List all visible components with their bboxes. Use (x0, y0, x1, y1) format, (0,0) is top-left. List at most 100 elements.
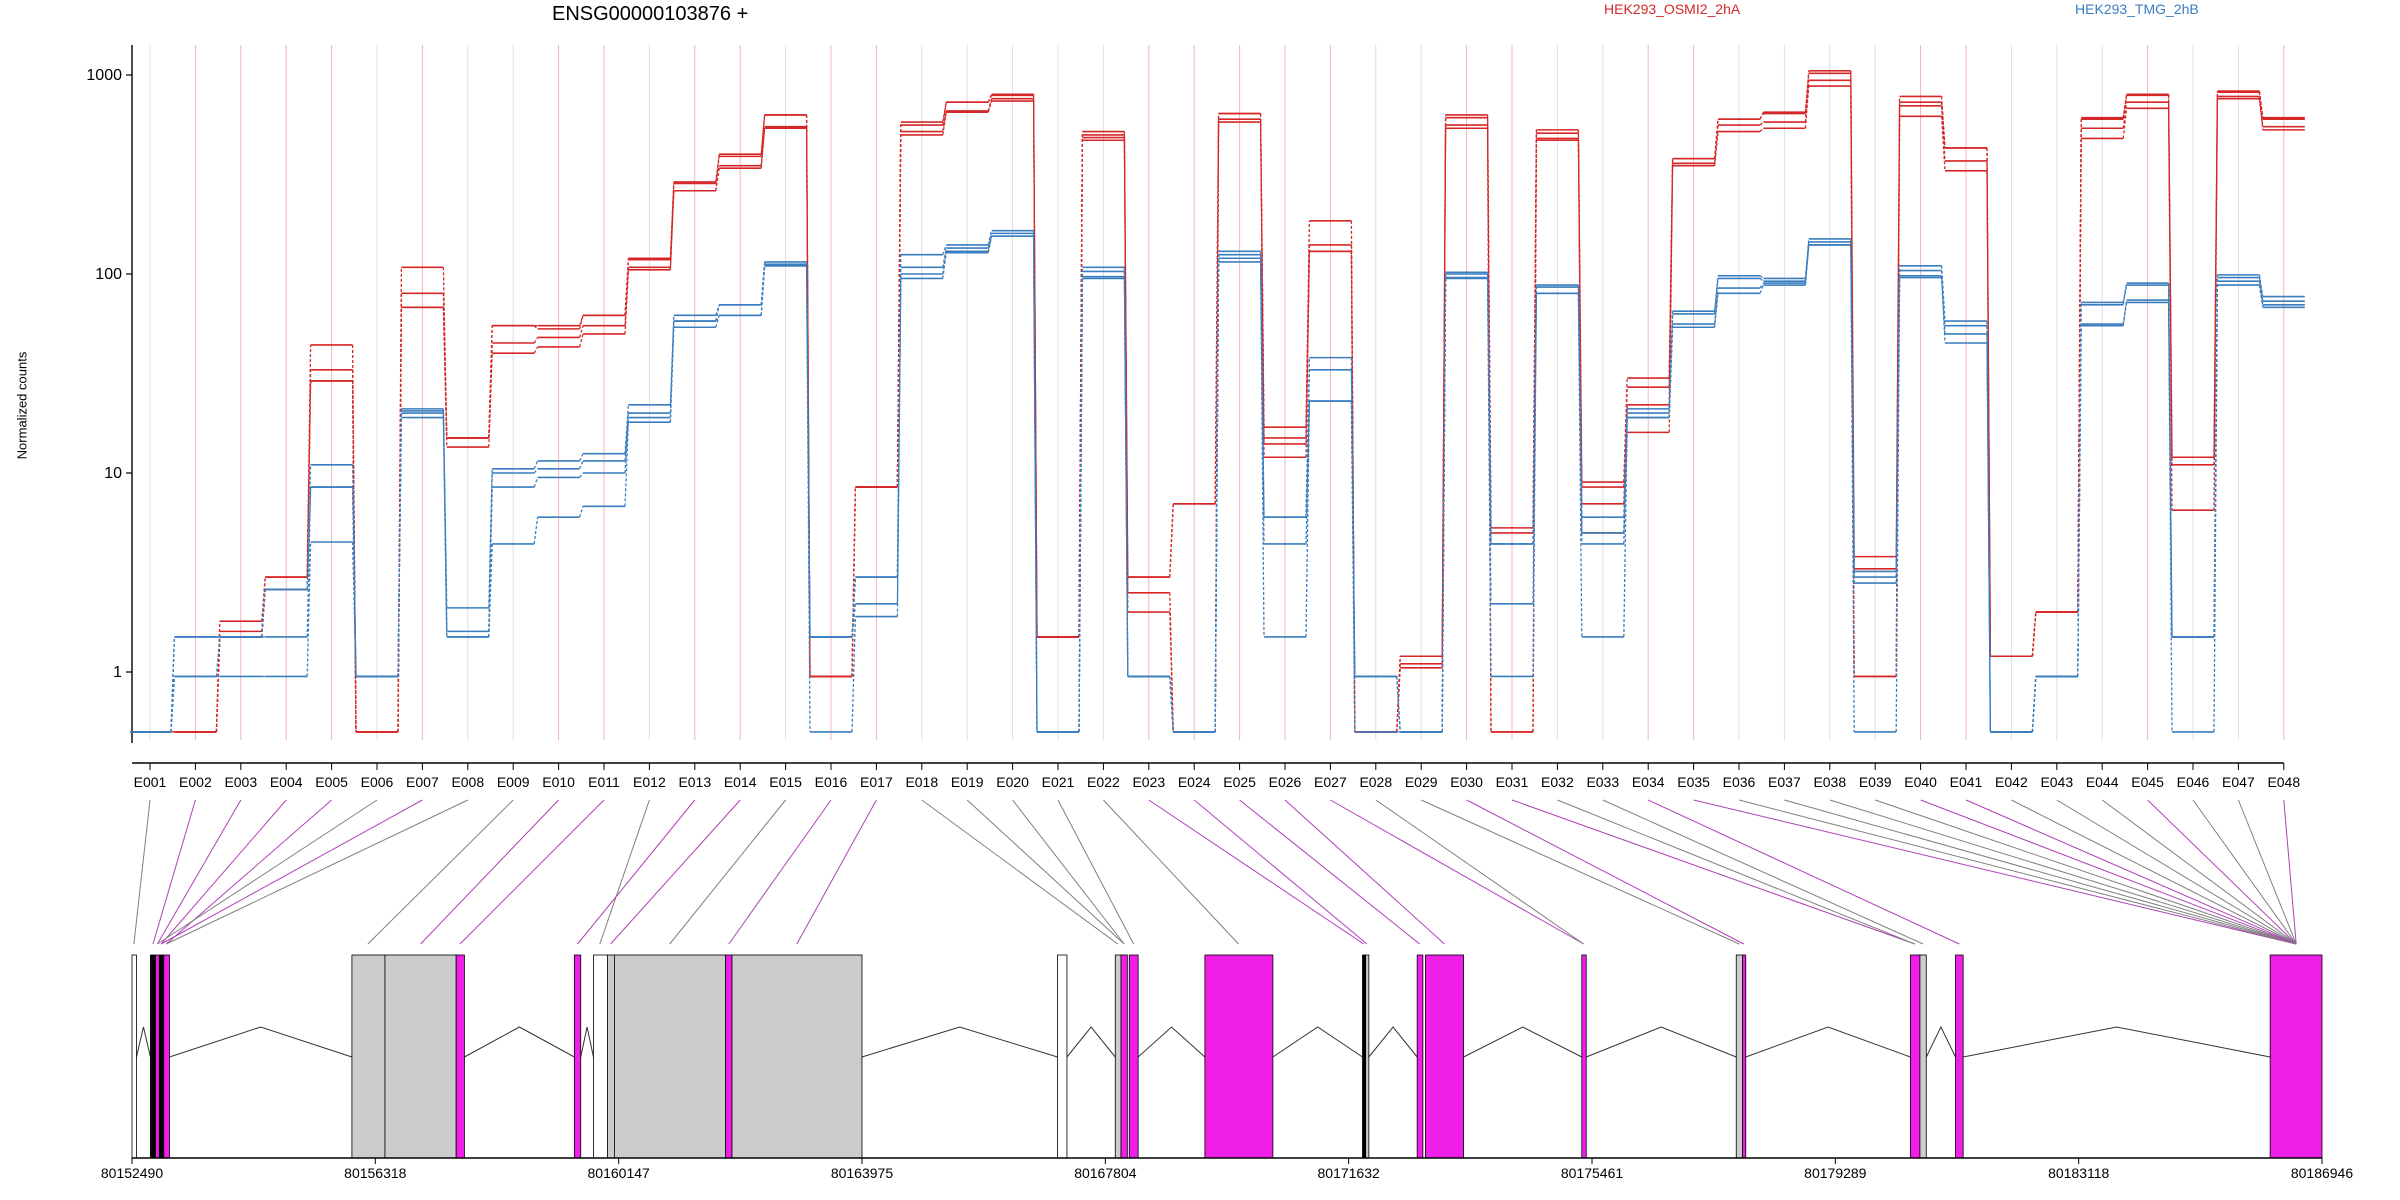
genomic-coord-label: 80152490 (101, 1165, 164, 1181)
intron-line (1745, 1026, 1911, 1058)
exon-connector-E024 (1193, 799, 1368, 945)
exon-connector-E027 (1330, 799, 1584, 945)
x-tick-label: E032 (1541, 774, 1574, 790)
exon-box-17 (1128, 954, 1139, 1159)
exon-connector-E038 (1829, 799, 2297, 945)
exon-connector-E029 (1420, 799, 1740, 945)
x-tick-label: E015 (769, 774, 802, 790)
exon-box-0 (131, 954, 137, 1159)
exon-connector-E007 (160, 799, 423, 945)
exon-connector-E045 (2147, 799, 2297, 945)
genomic-coord-label: 80160147 (588, 1165, 651, 1181)
intron-line (1137, 1026, 1206, 1058)
exon-box-21 (1416, 954, 1424, 1159)
exon-box-3 (158, 954, 165, 1159)
series-connector-1-3 (170, 235, 2264, 733)
exon-connector-E032 (1557, 799, 1916, 945)
x-tick-label: E036 (1723, 774, 1756, 790)
chart-title: ENSG00000103876 + (552, 3, 749, 25)
x-tick-label: E042 (1995, 774, 2028, 790)
y-tick-label: 1000 (86, 67, 122, 84)
x-tick-label: E029 (1405, 774, 1438, 790)
intron-line (1963, 1026, 2271, 1058)
exon-connector-E023 (1148, 799, 1365, 945)
exon-connector-E044 (2101, 799, 2297, 945)
exon-connector-E047 (2237, 799, 2297, 945)
intron-line (1463, 1026, 1583, 1058)
exon-box-14 (1057, 954, 1068, 1159)
exon-box-26 (1909, 954, 1921, 1159)
x-tick-label: E016 (815, 774, 848, 790)
exon-box-18 (1204, 954, 1274, 1159)
exon-box-11 (614, 954, 727, 1159)
exon-connector-E008 (166, 799, 469, 945)
x-tick-label: E023 (1132, 774, 1165, 790)
exon-box-12 (725, 954, 733, 1159)
exon-box-5 (351, 954, 386, 1159)
x-tick-label: E007 (406, 774, 439, 790)
exon-connector-E026 (1284, 799, 1445, 945)
x-tick-label: E024 (1178, 774, 1211, 790)
x-tick-label: E030 (1450, 774, 1483, 790)
genomic-coord-label: 80171632 (1318, 1165, 1381, 1181)
exon-connector-E025 (1239, 799, 1421, 945)
x-tick-label: E035 (1677, 774, 1710, 790)
x-tick-label: E006 (361, 774, 394, 790)
intron-line (1066, 1026, 1116, 1058)
exon-box-24 (1735, 954, 1743, 1159)
x-tick-label: E017 (860, 774, 893, 790)
exon-connector-E041 (1965, 799, 2297, 945)
exon-connector-E034 (1647, 799, 1960, 945)
exon-connector-E033 (1602, 799, 1924, 945)
exon-connector-E021 (1057, 799, 1135, 945)
exon-connector-E009 (367, 799, 514, 945)
exon-box-10 (607, 954, 615, 1159)
exon-box-23 (1581, 954, 1587, 1159)
intron-line (1925, 1025, 1956, 1058)
legend-entry-tmg: HEK293_TMG_2hB (2075, 1, 2199, 17)
x-tick-label: E022 (1087, 774, 1120, 790)
exon-connector-E015 (669, 799, 786, 945)
x-tick-label: E047 (2222, 774, 2255, 790)
x-tick-label: E040 (1904, 774, 1937, 790)
exon-connector-E030 (1466, 799, 1745, 945)
intron-line (1272, 1026, 1363, 1058)
exon-box-27 (1919, 954, 1927, 1159)
exon-connector-E003 (156, 799, 242, 945)
y-tick-label: 1 (113, 664, 122, 681)
x-tick-label: E021 (1042, 774, 1075, 790)
x-tick-label: E005 (315, 774, 348, 790)
x-tick-label: E002 (179, 774, 212, 790)
x-tick-label: E001 (134, 774, 167, 790)
x-tick-label: E046 (2177, 774, 2210, 790)
x-tick-label: E003 (224, 774, 257, 790)
genomic-coord-label: 80183118 (2048, 1165, 2109, 1181)
exon-connector-E022 (1103, 799, 1239, 945)
x-tick-label: E034 (1632, 774, 1665, 790)
exon-box-8 (573, 954, 582, 1159)
exon-connector-E043 (2056, 799, 2297, 945)
x-tick-label: E019 (951, 774, 984, 790)
exon-box-2 (155, 954, 160, 1159)
exon-box-28 (1955, 954, 1964, 1159)
x-tick-label: E010 (542, 774, 575, 790)
intron-line (135, 1026, 151, 1058)
exon-connector-E039 (1875, 799, 2297, 945)
series-line-0-1 (130, 72, 2305, 733)
exon-connector-E019 (966, 799, 1125, 945)
intron-line (861, 1026, 1058, 1058)
genomic-coord-label: 80179289 (1804, 1165, 1867, 1181)
exon-connector-E046 (2192, 799, 2297, 945)
x-tick-label: E038 (1813, 774, 1846, 790)
exon-box-9 (593, 954, 608, 1159)
genomic-coord-label: 80156318 (344, 1165, 407, 1181)
series-line-1-3 (130, 235, 2305, 733)
x-tick-label: E041 (1950, 774, 1983, 790)
intron-line (464, 1026, 575, 1058)
intron-line (580, 1026, 594, 1058)
exon-box-7 (455, 954, 465, 1159)
x-tick-label: E018 (905, 774, 938, 790)
exon-connector-E036 (1738, 799, 2297, 945)
exon-connector-E037 (1784, 799, 2297, 945)
